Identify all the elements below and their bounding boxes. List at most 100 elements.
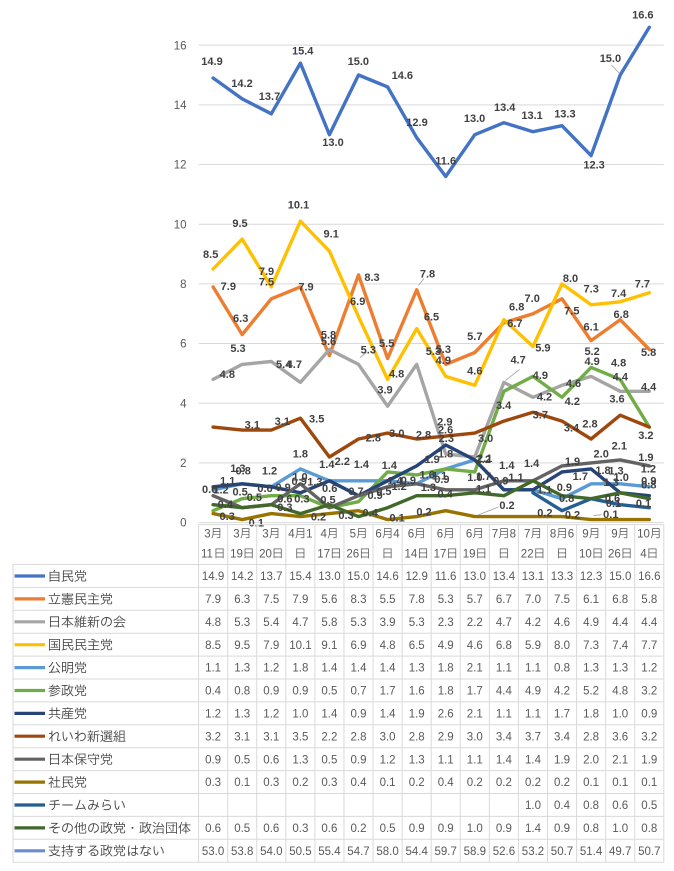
svg-text:0.1: 0.1 [389, 513, 404, 525]
svg-text:0.9: 0.9 [434, 474, 449, 486]
svg-text:7.9: 7.9 [221, 281, 236, 293]
svg-text:5.2: 5.2 [584, 346, 599, 358]
svg-text:2.8: 2.8 [416, 429, 431, 441]
svg-text:1.1: 1.1 [508, 472, 523, 484]
svg-text:4.2: 4.2 [525, 617, 541, 629]
svg-text:1.2: 1.2 [205, 709, 221, 721]
svg-text:1.0: 1.0 [614, 472, 629, 484]
svg-text:1.4: 1.4 [380, 709, 397, 721]
svg-text:0.2: 0.2 [565, 510, 580, 522]
svg-text:2.1: 2.1 [467, 709, 483, 721]
svg-text:1.8: 1.8 [438, 448, 453, 460]
svg-text:0.7: 0.7 [348, 486, 363, 498]
svg-text:0.1: 0.1 [234, 777, 250, 789]
svg-text:14.9: 14.9 [201, 56, 222, 68]
svg-text:4.7: 4.7 [510, 354, 525, 366]
svg-text:3.1: 3.1 [263, 731, 279, 743]
svg-text:0.9: 0.9 [409, 823, 425, 835]
svg-text:1.1: 1.1 [432, 470, 447, 482]
svg-text:1.9: 1.9 [554, 754, 570, 766]
svg-text:1.4: 1.4 [380, 663, 397, 675]
svg-text:5.2: 5.2 [583, 686, 599, 698]
svg-text:7.4: 7.4 [611, 288, 627, 300]
svg-text:2.2: 2.2 [321, 731, 337, 743]
svg-text:2.1: 2.1 [467, 663, 483, 675]
svg-text:0.6: 0.6 [263, 823, 279, 835]
svg-text:2.8: 2.8 [366, 433, 381, 445]
svg-text:0.4: 0.4 [438, 777, 455, 789]
svg-text:7.9: 7.9 [292, 594, 308, 606]
svg-text:3.1: 3.1 [275, 416, 290, 428]
svg-text:6.1: 6.1 [584, 321, 599, 333]
svg-text:1.1: 1.1 [476, 483, 491, 495]
svg-text:1.2: 1.2 [641, 464, 656, 476]
svg-text:7.0: 7.0 [525, 594, 541, 606]
svg-text:54.4: 54.4 [406, 846, 429, 858]
svg-text:0.9: 0.9 [351, 709, 367, 721]
svg-text:1.1: 1.1 [220, 476, 235, 488]
svg-text:19: 19 [463, 549, 476, 561]
svg-text:3.9: 3.9 [377, 384, 392, 396]
svg-text:20: 20 [259, 549, 272, 561]
svg-text:53.2: 53.2 [522, 846, 544, 858]
svg-text:7.9: 7.9 [263, 640, 279, 652]
svg-text:7.8: 7.8 [409, 594, 425, 606]
svg-text:6: 6 [180, 339, 186, 351]
svg-text:26: 26 [346, 549, 359, 561]
svg-text:1.4: 1.4 [525, 823, 542, 835]
svg-text:9: 9 [611, 529, 617, 541]
svg-text:17: 17 [317, 549, 330, 561]
svg-text:0.5: 0.5 [234, 823, 250, 835]
svg-text:0.6: 0.6 [202, 484, 217, 496]
svg-text:4.7: 4.7 [496, 617, 512, 629]
svg-text:1.0: 1.0 [467, 823, 483, 835]
svg-text:1.8: 1.8 [438, 686, 454, 698]
svg-text:7.9: 7.9 [298, 282, 313, 294]
svg-text:6: 6 [568, 529, 574, 541]
svg-text:53.8: 53.8 [231, 846, 253, 858]
svg-text:4.4: 4.4 [613, 372, 629, 384]
svg-text:0.2: 0.2 [499, 500, 514, 512]
svg-text:0.6: 0.6 [605, 493, 620, 505]
svg-text:0.6: 0.6 [205, 823, 221, 835]
svg-text:4: 4 [640, 549, 647, 561]
svg-text:5.3: 5.3 [351, 617, 367, 629]
svg-text:1.1: 1.1 [205, 663, 221, 675]
svg-text:1.4: 1.4 [496, 754, 513, 766]
svg-text:0.8: 0.8 [641, 823, 657, 835]
svg-text:58.9: 58.9 [464, 846, 486, 858]
svg-text:0.2: 0.2 [467, 777, 483, 789]
svg-text:5.3: 5.3 [409, 617, 425, 629]
svg-text:5.7: 5.7 [467, 331, 482, 343]
svg-text:3: 3 [233, 529, 239, 541]
svg-text:0.1: 0.1 [583, 777, 599, 789]
svg-text:3.5: 3.5 [309, 414, 324, 426]
svg-text:12.9: 12.9 [406, 117, 427, 129]
svg-text:9.1: 9.1 [324, 229, 339, 241]
svg-text:6.7: 6.7 [507, 318, 522, 330]
svg-text:1.4: 1.4 [499, 460, 515, 472]
svg-text:5.3: 5.3 [436, 344, 451, 356]
svg-text:0.6: 0.6 [322, 483, 337, 495]
svg-text:13.0: 13.0 [318, 571, 340, 583]
svg-text:6.5: 6.5 [424, 312, 439, 324]
svg-text:0.9: 0.9 [493, 476, 508, 488]
svg-text:1.0: 1.0 [467, 472, 482, 484]
svg-text:5.3: 5.3 [361, 345, 376, 357]
svg-text:15.0: 15.0 [347, 571, 369, 583]
svg-text:1.3: 1.3 [292, 754, 308, 766]
svg-text:7.9: 7.9 [259, 266, 274, 278]
svg-text:2.8: 2.8 [583, 731, 599, 743]
svg-text:1.7: 1.7 [573, 471, 588, 483]
svg-text:4.4: 4.4 [496, 686, 513, 698]
svg-text:1.3: 1.3 [409, 754, 425, 766]
svg-text:4.7: 4.7 [292, 617, 308, 629]
svg-text:0.9: 0.9 [438, 823, 454, 835]
svg-text:7.4: 7.4 [612, 640, 629, 652]
svg-text:3.5: 3.5 [292, 731, 308, 743]
svg-text:5.5: 5.5 [379, 338, 394, 350]
svg-text:4.2: 4.2 [565, 396, 580, 408]
svg-text:5.3: 5.3 [438, 594, 454, 606]
svg-text:59.7: 59.7 [435, 846, 457, 858]
svg-text:1.0: 1.0 [292, 709, 308, 721]
